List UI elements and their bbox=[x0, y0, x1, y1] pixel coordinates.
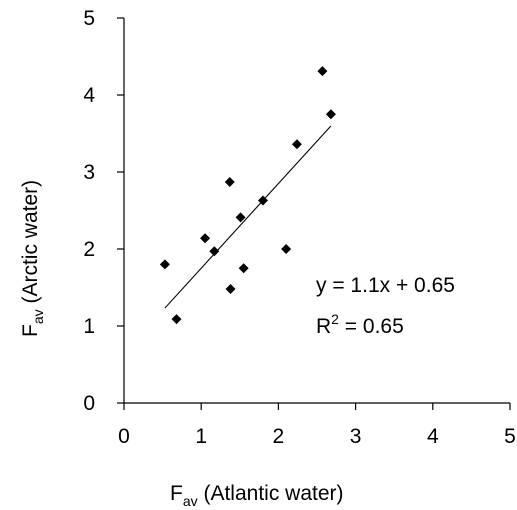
x-tick-label-2: 2 bbox=[273, 425, 285, 448]
y-tick-label-5: 5 bbox=[83, 7, 95, 30]
x-tick-label-4: 4 bbox=[427, 425, 439, 448]
x-tick-label-5: 5 bbox=[504, 425, 516, 448]
data-point-0-7 bbox=[238, 263, 249, 274]
data-point-0-2 bbox=[200, 233, 211, 244]
data-point-0-4 bbox=[224, 177, 235, 188]
x-tick-label-1: 1 bbox=[195, 425, 207, 448]
trendline bbox=[164, 125, 332, 309]
data-point-0-1 bbox=[171, 314, 182, 325]
y-tick-label-0: 0 bbox=[83, 392, 95, 415]
x-tick-label-0: 0 bbox=[118, 425, 130, 448]
equation-label: y = 1.1x + 0.65 bbox=[316, 274, 455, 297]
x-axis-title-sub: av bbox=[183, 493, 198, 509]
data-point-0-8 bbox=[257, 195, 268, 206]
data-point-0-6 bbox=[235, 212, 246, 223]
y-tick-label-1: 1 bbox=[83, 315, 95, 338]
y-axis-title-main: F bbox=[19, 324, 42, 337]
data-point-0-12 bbox=[325, 109, 336, 120]
y-tick-label-3: 3 bbox=[83, 161, 95, 184]
r-squared-prefix: R bbox=[316, 315, 331, 338]
axes-layer: 0 1 2 3 4 5 0 1 2 3 4 5 bbox=[83, 7, 516, 448]
x-axis-title: Fav (Atlantic water) bbox=[170, 482, 344, 509]
data-point-0-10 bbox=[291, 139, 302, 150]
trendline-layer bbox=[164, 125, 332, 309]
y-tick-label-2: 2 bbox=[83, 238, 95, 261]
r-squared-suffix: = 0.65 bbox=[339, 315, 404, 338]
y-axis-title-sub: av bbox=[30, 309, 46, 324]
data-point-0-9 bbox=[281, 244, 292, 254]
data-point-0-3 bbox=[209, 246, 220, 257]
data-point-0-11 bbox=[317, 66, 328, 77]
x-axis-title-main: F bbox=[170, 482, 183, 505]
data-point-0-5 bbox=[225, 284, 236, 295]
y-tick-label-4: 4 bbox=[83, 84, 95, 107]
r-squared-superscript: 2 bbox=[331, 311, 339, 327]
points-layer bbox=[159, 66, 336, 325]
x-tick-label-3: 3 bbox=[350, 425, 362, 448]
y-axis-title-rest: (Arctic water) bbox=[19, 180, 42, 310]
data-point-0-0 bbox=[159, 259, 170, 270]
r-squared-label: R2 = 0.65 bbox=[316, 311, 404, 338]
y-axis-title: Fav (Arctic water) bbox=[19, 180, 46, 337]
x-axis-title-rest: (Atlantic water) bbox=[198, 482, 344, 505]
